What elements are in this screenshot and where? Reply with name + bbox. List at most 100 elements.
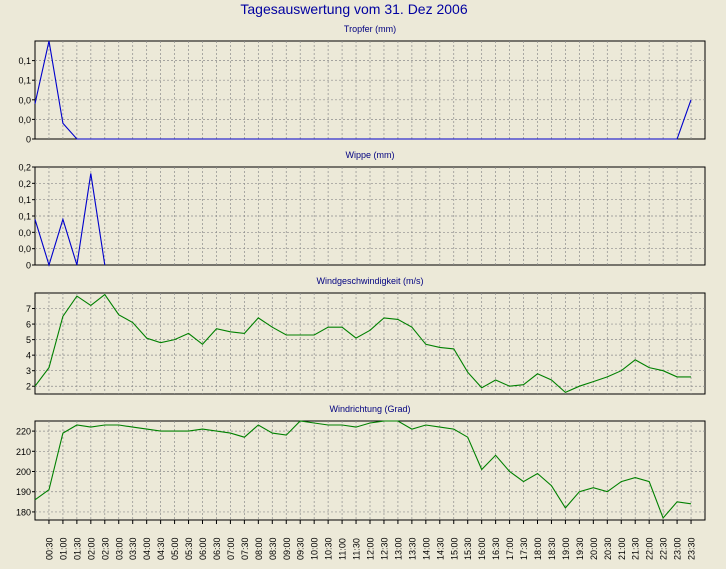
data-point: [592, 380, 594, 382]
data-point: [34, 103, 36, 105]
y-tick-label: 0,0: [18, 244, 31, 254]
y-tick-label: 180: [16, 507, 31, 517]
x-tick-label: 05:30: [184, 537, 194, 560]
series-line: [34, 40, 692, 140]
data-point: [90, 426, 92, 428]
y-tick-label: 0,0: [18, 95, 31, 105]
data-point: [90, 172, 92, 174]
data-point: [411, 326, 413, 328]
x-tick-label: 03:30: [128, 537, 138, 560]
data-point: [159, 430, 161, 432]
data-point: [620, 369, 622, 371]
x-tick-label: 18:30: [547, 537, 557, 560]
data-point: [104, 424, 106, 426]
data-point: [187, 332, 189, 334]
y-tick-label: 6: [26, 320, 31, 330]
data-point: [173, 338, 175, 340]
data-point: [425, 343, 427, 345]
x-tick-label: 04:00: [142, 537, 152, 560]
x-tick-label: 02:00: [86, 537, 96, 560]
x-tick-label: 01:30: [72, 537, 82, 560]
data-point: [76, 138, 78, 140]
x-tick-label: 10:00: [310, 537, 320, 560]
data-point: [104, 293, 106, 295]
data-point: [439, 426, 441, 428]
data-point: [76, 264, 78, 266]
x-tick-label: 06:00: [198, 537, 208, 560]
x-tick-label: 20:00: [589, 537, 599, 560]
data-point: [508, 385, 510, 387]
x-tick-label: 19:30: [575, 537, 585, 560]
data-point: [257, 424, 259, 426]
data-point: [132, 426, 134, 428]
data-point: [243, 436, 245, 438]
data-point: [173, 430, 175, 432]
data-point: [201, 343, 203, 345]
y-tick-label: 4: [26, 351, 31, 361]
data-point: [215, 430, 217, 432]
data-point: [104, 264, 106, 266]
data-point: [90, 304, 92, 306]
data-point: [271, 326, 273, 328]
data-point: [299, 334, 301, 336]
series-line: [34, 173, 106, 267]
x-tick-label: 05:00: [170, 537, 180, 560]
y-tick-label: 0,0: [18, 228, 31, 238]
data-point: [690, 503, 692, 505]
x-tick-label: 17:30: [519, 537, 529, 560]
data-point: [467, 371, 469, 373]
y-tick-label: 0,1: [18, 195, 31, 205]
x-tick-label: 21:30: [631, 537, 641, 560]
data-point: [676, 501, 678, 503]
y-tick-label: 0,1: [18, 76, 31, 86]
data-point: [550, 484, 552, 486]
data-point: [76, 295, 78, 297]
data-point: [257, 317, 259, 319]
data-point: [118, 424, 120, 426]
data-point: [62, 218, 64, 220]
data-point: [480, 387, 482, 389]
data-point: [243, 332, 245, 334]
x-tick-label: 13:00: [393, 537, 403, 560]
data-point: [480, 468, 482, 470]
x-tick-label: 09:00: [282, 537, 292, 560]
x-tick-label: 20:30: [603, 537, 613, 560]
data-point: [145, 337, 147, 339]
data-point: [132, 321, 134, 323]
data-point: [34, 385, 36, 387]
data-point: [341, 326, 343, 328]
data-point: [48, 366, 50, 368]
data-point: [34, 499, 36, 501]
data-point: [313, 334, 315, 336]
data-point: [494, 379, 496, 381]
data-point: [648, 480, 650, 482]
data-point: [397, 318, 399, 320]
data-point: [383, 420, 385, 422]
series-line: [34, 420, 692, 520]
data-point: [76, 424, 78, 426]
x-tick-label: 22:00: [645, 537, 655, 560]
x-tick-label: 21:00: [617, 537, 627, 560]
data-point: [62, 315, 64, 317]
panel-title: Wippe (mm): [346, 150, 395, 160]
x-tick-label: 07:30: [240, 537, 250, 560]
data-point: [229, 432, 231, 434]
data-point: [118, 314, 120, 316]
data-point: [453, 428, 455, 430]
data-point: [564, 507, 566, 509]
data-point: [690, 99, 692, 101]
data-point: [187, 430, 189, 432]
x-tick-label: 07:00: [226, 537, 236, 560]
y-tick-label: 7: [26, 304, 31, 314]
data-point: [522, 480, 524, 482]
x-tick-label: 15:30: [463, 537, 473, 560]
data-point: [453, 348, 455, 350]
y-tick-label: 0: [26, 135, 31, 145]
data-point: [159, 342, 161, 344]
data-point: [564, 391, 566, 393]
data-point: [439, 346, 441, 348]
data-point: [536, 373, 538, 375]
x-tick-label: 14:00: [421, 537, 431, 560]
data-point: [48, 264, 50, 266]
